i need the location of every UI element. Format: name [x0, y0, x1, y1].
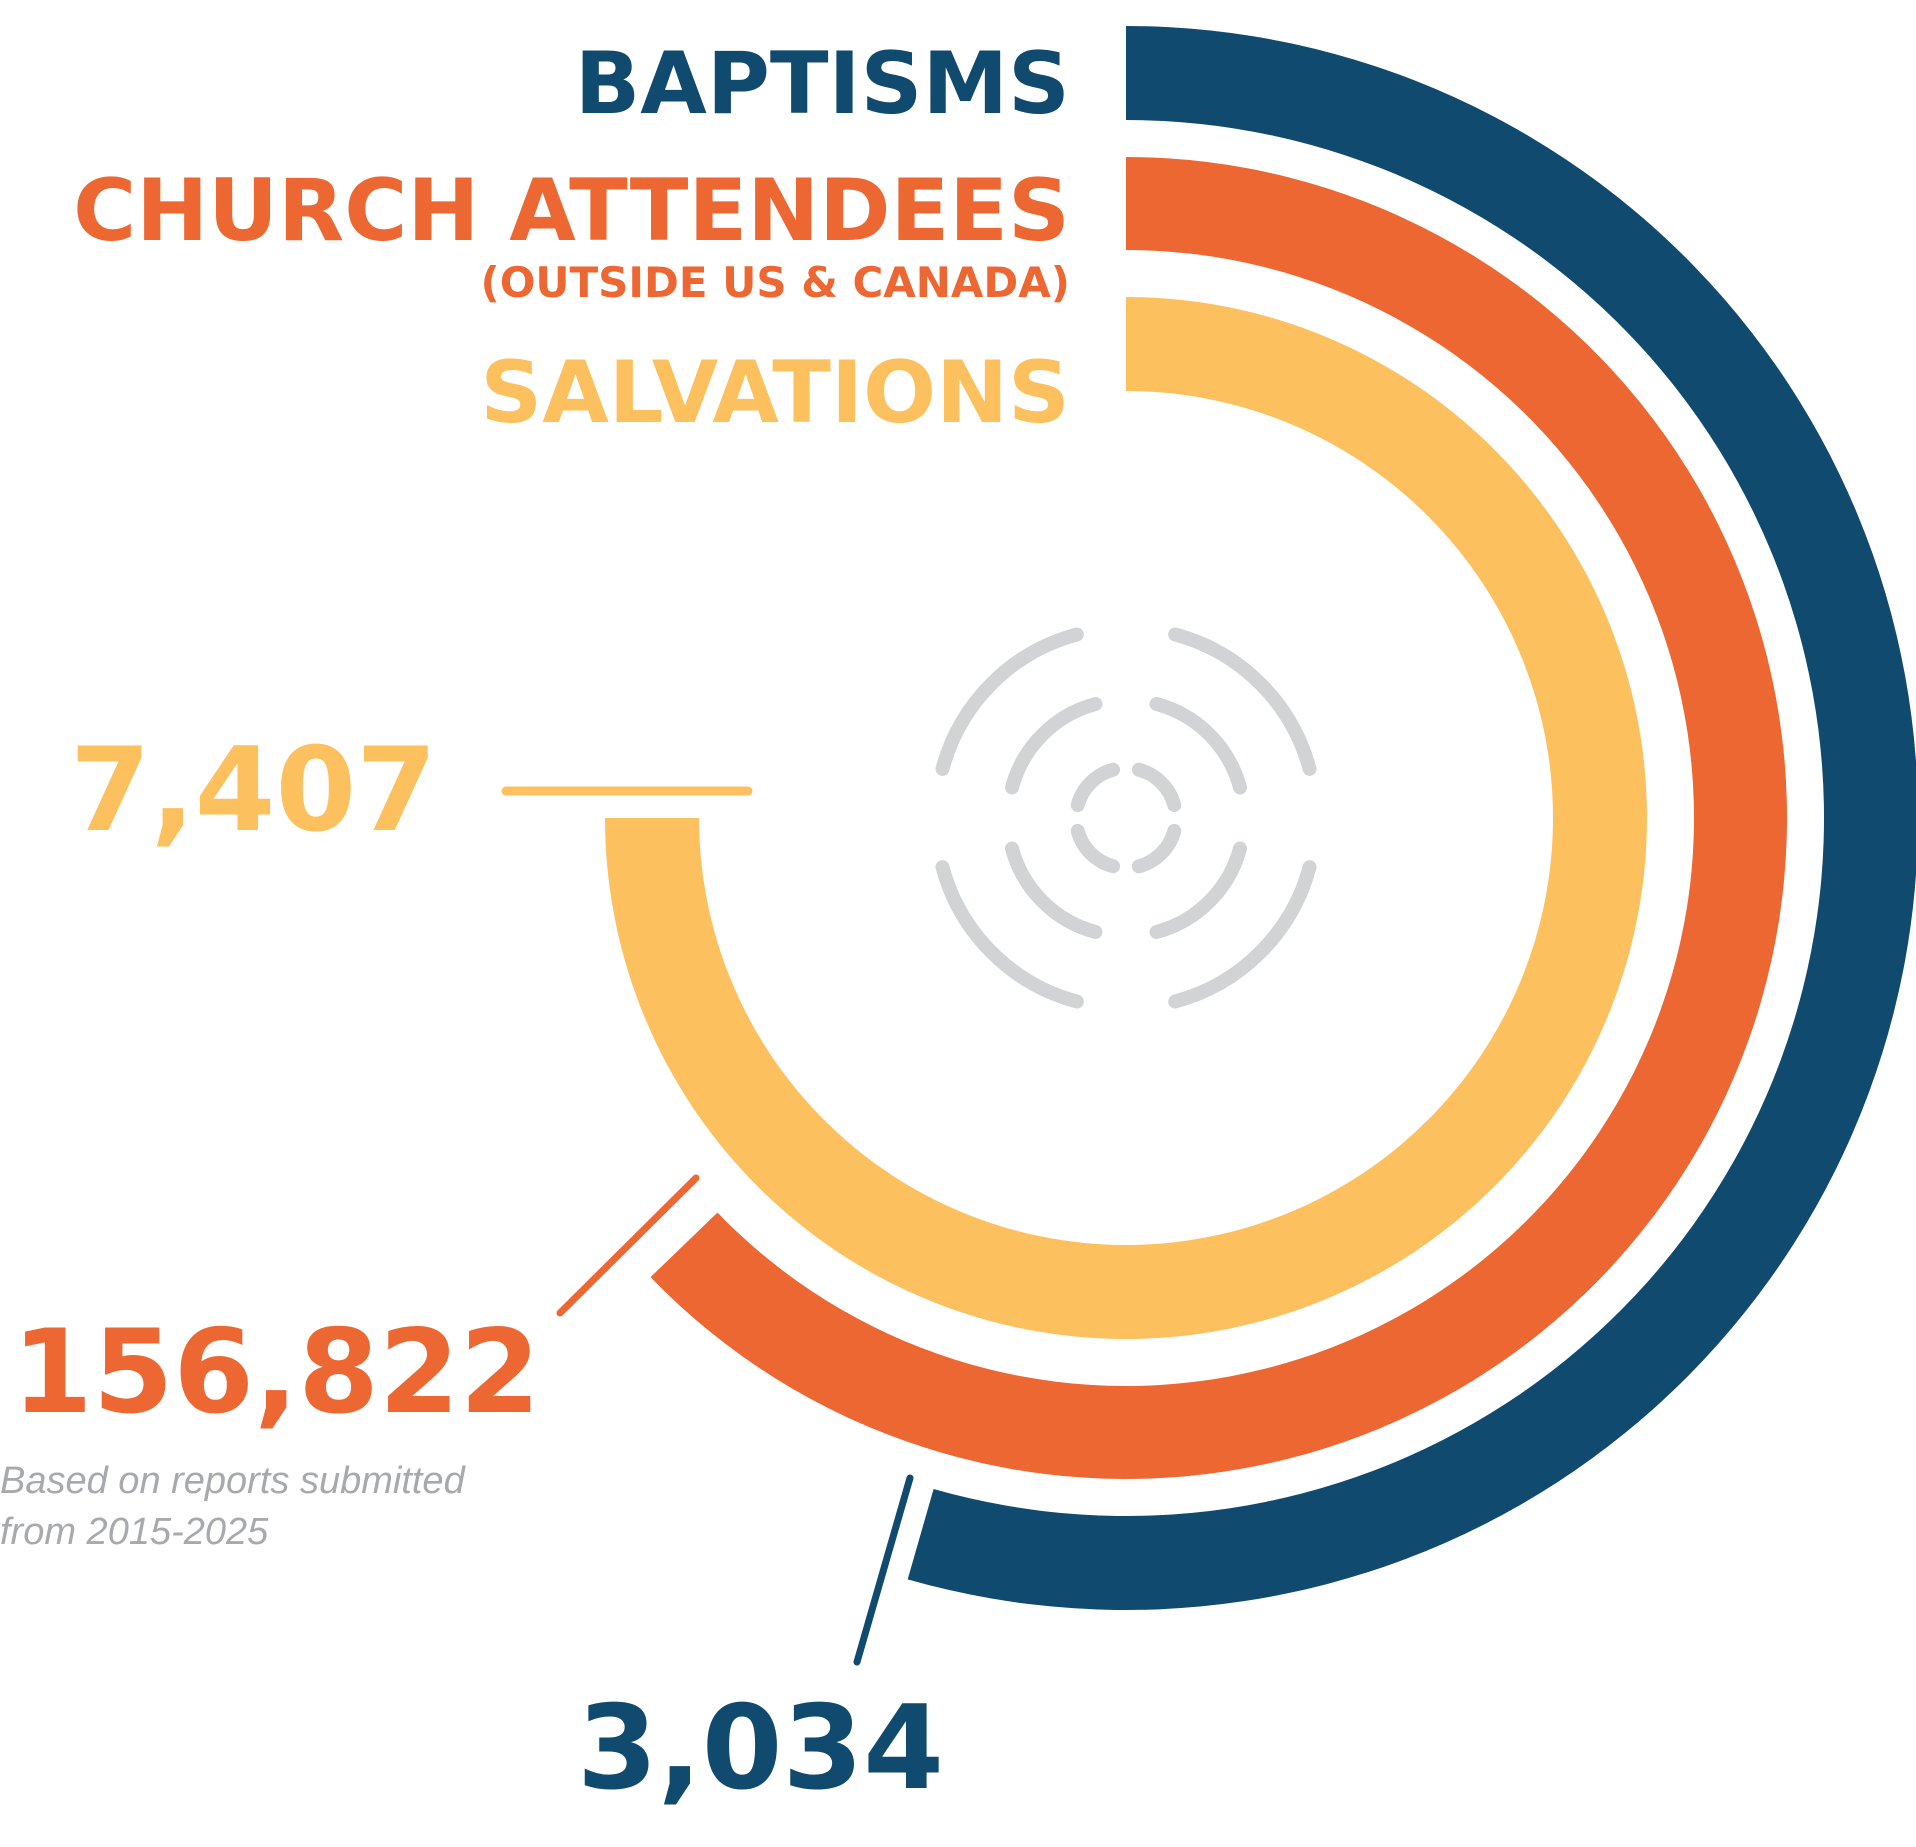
signal-wave-icon — [1070, 762, 1121, 813]
signal-wave-icon — [935, 627, 1084, 776]
signal-wave-icon — [1149, 841, 1247, 939]
leader-line-baptisms — [853, 1474, 914, 1666]
signal-wave-icon — [1131, 823, 1182, 874]
signal-wave-icon — [1005, 841, 1103, 939]
series-subtitle-church-attendees: (OUTSIDE US & CANADA) — [481, 258, 1070, 307]
signal-wave-icon — [1168, 860, 1317, 1009]
series-title-church-attendees: CHURCH ATTENDEES — [73, 161, 1070, 261]
series-title-baptisms: BAPTISMS — [575, 34, 1070, 134]
signal-wave-icon — [1070, 823, 1121, 874]
signal-wave-icon — [1005, 697, 1103, 795]
leader-line-church-attendees — [556, 1174, 700, 1317]
series-title-salvations: SALVATIONS — [480, 343, 1070, 443]
leader-layer — [501, 786, 914, 1666]
footnote-line-1: Based on reports submitted — [0, 1460, 467, 1502]
footnote-line-2: from 2015-2025 — [0, 1511, 269, 1553]
arc-church-attendees — [650, 157, 1788, 1479]
value-label-baptisms: 3,034 — [577, 1681, 944, 1816]
signal-wave-icon — [1168, 627, 1317, 776]
value-label-church-attendees: 156,822 — [12, 1305, 540, 1440]
signal-wave-icon — [1131, 762, 1182, 813]
signal-wave-icon — [1149, 697, 1247, 795]
signal-wave-icon — [935, 860, 1084, 1009]
arc-salvations — [605, 297, 1647, 1339]
arc-layer — [605, 26, 1916, 1610]
value-label-salvations: 7,407 — [70, 723, 437, 858]
broadcast-signal-icon — [935, 627, 1317, 1009]
